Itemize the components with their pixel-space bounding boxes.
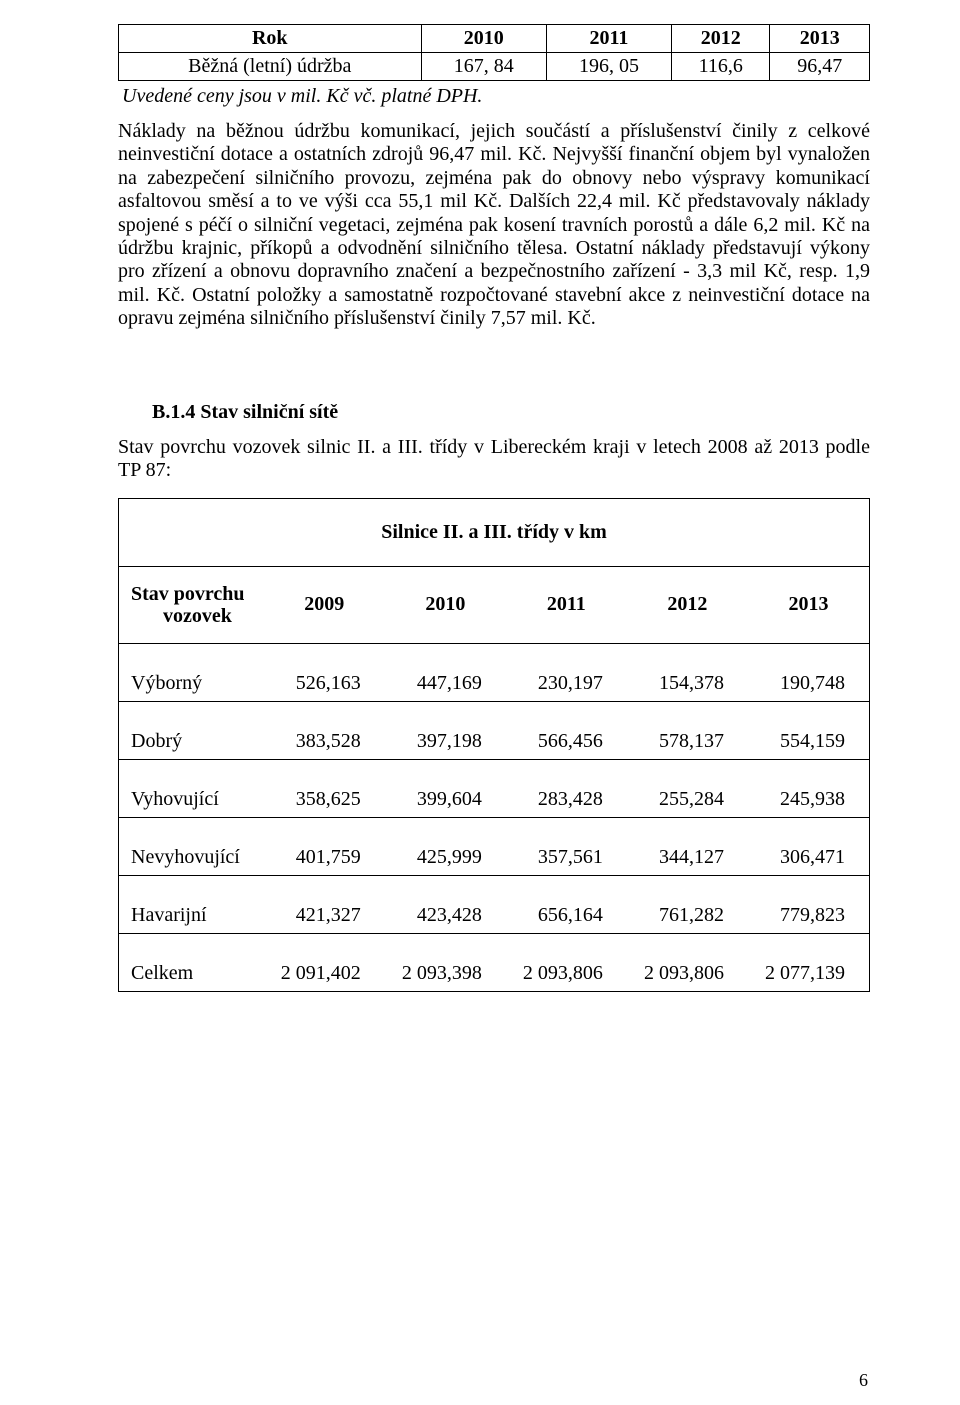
row-label: Dobrý — [119, 701, 264, 759]
col-header-rok: Rok — [119, 25, 422, 53]
row-label: Nevyhovující — [119, 817, 264, 875]
cell: 167, 84 — [421, 53, 546, 81]
col-header-year: 2009 — [264, 567, 385, 644]
cell: 245,938 — [748, 759, 869, 817]
col-header-stav: Stav povrchu vozovek — [119, 567, 264, 644]
table-intro-line: Stav povrchu vozovek silnic II. a III. t… — [118, 436, 870, 482]
col-header-stav-line2: vozovek — [131, 605, 232, 627]
table-row: Nevyhovující 401,759 425,999 357,561 344… — [119, 817, 869, 875]
cell: 761,282 — [627, 875, 748, 933]
cell: 154,378 — [627, 643, 748, 701]
cell: 283,428 — [506, 759, 627, 817]
price-note: Uvedené ceny jsou v mil. Kč vč. platné D… — [122, 85, 870, 108]
cell: 399,604 — [385, 759, 506, 817]
cell: 656,164 — [506, 875, 627, 933]
cell: 255,284 — [627, 759, 748, 817]
col-header-2012: 2012 — [672, 25, 770, 53]
cell: 401,759 — [264, 817, 385, 875]
col-header-2013: 2013 — [770, 25, 870, 53]
cell: 423,428 — [385, 875, 506, 933]
cell: 447,169 — [385, 643, 506, 701]
col-header-2011: 2011 — [546, 25, 671, 53]
cell: 116,6 — [672, 53, 770, 81]
row-label: Výborný — [119, 643, 264, 701]
road-condition-table-title: Silnice II. a III. třídy v km — [119, 521, 869, 544]
table-row: Stav povrchu vozovek 2009 2010 2011 2012… — [119, 567, 869, 644]
cell: 383,528 — [264, 701, 385, 759]
cell: 230,197 — [506, 643, 627, 701]
cell: 566,456 — [506, 701, 627, 759]
row-label: Běžná (letní) údržba — [119, 53, 422, 81]
cell: 196, 05 — [546, 53, 671, 81]
table-row: Havarijní 421,327 423,428 656,164 761,28… — [119, 875, 869, 933]
col-header-year: 2013 — [748, 567, 869, 644]
cell: 578,137 — [627, 701, 748, 759]
col-header-stav-line1: Stav povrchu — [131, 583, 245, 605]
cell: 2 093,398 — [385, 933, 506, 991]
road-condition-table-title-row: Silnice II. a III. třídy v km — [119, 499, 869, 567]
col-header-year: 2011 — [506, 567, 627, 644]
table-row: Běžná (letní) údržba 167, 84 196, 05 116… — [119, 53, 870, 81]
cell: 526,163 — [264, 643, 385, 701]
cell: 358,625 — [264, 759, 385, 817]
table-row: Dobrý 383,528 397,198 566,456 578,137 55… — [119, 701, 869, 759]
cell: 357,561 — [506, 817, 627, 875]
cell: 2 093,806 — [627, 933, 748, 991]
cell: 2 091,402 — [264, 933, 385, 991]
maintenance-cost-table: Rok 2010 2011 2012 2013 Běžná (letní) úd… — [118, 24, 870, 81]
row-label: Vyhovující — [119, 759, 264, 817]
table-row: Vyhovující 358,625 399,604 283,428 255,2… — [119, 759, 869, 817]
row-label: Havarijní — [119, 875, 264, 933]
cell: 421,327 — [264, 875, 385, 933]
cell: 2 077,139 — [748, 933, 869, 991]
cell: 344,127 — [627, 817, 748, 875]
cell: 190,748 — [748, 643, 869, 701]
table-row: Výborný 526,163 447,169 230,197 154,378 … — [119, 643, 869, 701]
cell: 554,159 — [748, 701, 869, 759]
cell: 425,999 — [385, 817, 506, 875]
section-title: B.1.4 Stav silniční sítě — [152, 401, 870, 424]
cell: 306,471 — [748, 817, 869, 875]
col-header-year: 2010 — [385, 567, 506, 644]
table-row: Celkem 2 091,402 2 093,398 2 093,806 2 0… — [119, 933, 869, 991]
cell: 779,823 — [748, 875, 869, 933]
paragraph-body: Náklady na běžnou údržbu komunikací, jej… — [118, 120, 870, 331]
cell: 2 093,806 — [506, 933, 627, 991]
col-header-year: 2012 — [627, 567, 748, 644]
cell: 397,198 — [385, 701, 506, 759]
col-header-2010: 2010 — [421, 25, 546, 53]
table-row: Rok 2010 2011 2012 2013 — [119, 25, 870, 53]
page: Rok 2010 2011 2012 2013 Běžná (letní) úd… — [0, 0, 960, 1405]
row-label: Celkem — [119, 933, 264, 991]
page-number: 6 — [859, 1370, 868, 1391]
road-condition-table: Stav povrchu vozovek 2009 2010 2011 2012… — [119, 567, 869, 991]
road-condition-table-container: Silnice II. a III. třídy v km Stav povrc… — [118, 498, 870, 992]
cell: 96,47 — [770, 53, 870, 81]
